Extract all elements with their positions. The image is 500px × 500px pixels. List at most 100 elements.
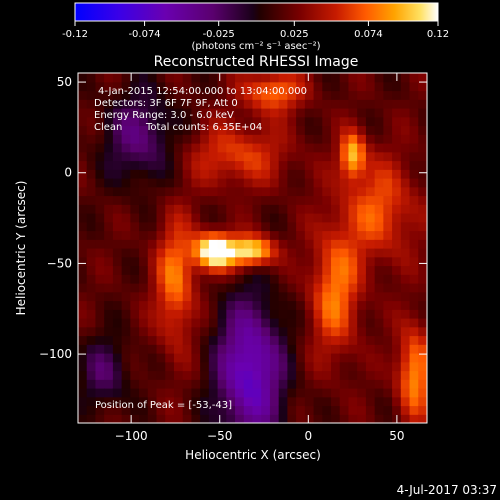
heatmap-cell <box>400 160 411 170</box>
heatmap-cell <box>235 248 245 258</box>
heatmap-cell <box>409 213 419 223</box>
heatmap-cell <box>313 169 323 179</box>
heatmap-cell <box>287 125 297 135</box>
heatmap-cell <box>243 99 254 109</box>
heatmap-cell <box>226 326 236 337</box>
heatmap-cell <box>365 213 376 223</box>
heatmap-cell <box>112 90 123 100</box>
heatmap-cell <box>139 300 149 310</box>
heatmap-cell <box>226 90 236 100</box>
heatmap-cell <box>226 388 236 398</box>
heatmap-cell <box>200 221 210 232</box>
heatmap-cell <box>173 239 184 249</box>
heatmap-cell <box>357 388 367 398</box>
heatmap-cell <box>156 195 166 205</box>
heatmap-cell <box>86 291 97 302</box>
heatmap-cell <box>287 379 297 389</box>
heatmap-cell <box>322 204 332 214</box>
heatmap-cell <box>121 160 131 170</box>
heatmap-cell <box>112 134 123 144</box>
heatmap-cell <box>243 291 254 302</box>
heatmap-cell <box>243 186 254 197</box>
heatmap-cell <box>374 265 384 275</box>
heatmap-cell <box>121 388 131 398</box>
heatmap-cell <box>165 370 175 380</box>
heatmap-cell <box>121 186 131 197</box>
heatmap-cell <box>331 265 341 275</box>
colorbar-tick-label: -0.074 <box>128 29 160 40</box>
heatmap-cell <box>130 344 140 354</box>
heatmap-cell <box>156 291 166 302</box>
heatmap-cell <box>269 178 280 188</box>
heatmap-cell <box>339 125 350 135</box>
heatmap-cell <box>165 151 175 162</box>
heatmap-cell <box>130 108 140 118</box>
heatmap-cell <box>296 414 306 423</box>
heatmap-cell <box>287 256 297 267</box>
heatmap-cell <box>400 213 411 223</box>
heatmap-cell <box>217 396 227 407</box>
heatmap-cell <box>261 379 271 389</box>
heatmap-cell <box>409 265 419 275</box>
heatmap-cell <box>409 379 419 389</box>
heatmap-cell <box>191 335 201 345</box>
heatmap-cell <box>261 318 271 328</box>
heatmap-cell <box>226 221 236 232</box>
peak-label: Position of Peak = [-53,-43] <box>95 400 232 411</box>
heatmap-cell <box>121 370 131 380</box>
heatmap-cell <box>322 213 332 223</box>
heatmap-cell <box>322 116 332 127</box>
heatmap-cell <box>191 204 201 214</box>
heatmap-cell <box>182 370 193 380</box>
heatmap-cell <box>392 108 402 118</box>
heatmap-cell <box>200 256 210 267</box>
heatmap-cell <box>304 116 315 127</box>
heatmap-cell <box>226 239 236 249</box>
heatmap-cell <box>409 230 419 240</box>
heatmap-cell <box>287 213 297 223</box>
heatmap-cell <box>165 300 175 310</box>
heatmap-cell <box>95 108 105 118</box>
heatmap-cell <box>191 326 201 337</box>
heatmap-cell <box>112 256 123 267</box>
heatmap-cell <box>191 388 201 398</box>
heatmap-cell <box>86 326 97 337</box>
heatmap-cell <box>121 99 131 109</box>
heatmap-cell <box>331 388 341 398</box>
heatmap-cell <box>296 81 306 92</box>
heatmap-cell <box>86 125 97 135</box>
heatmap-cell <box>348 186 358 197</box>
heatmap-cell <box>392 335 402 345</box>
heatmap-cell <box>147 213 158 223</box>
heatmap-cell <box>78 361 88 372</box>
heatmap-cell <box>235 73 245 83</box>
heatmap-cell <box>313 248 323 258</box>
heatmap-cell <box>235 388 245 398</box>
heatmap-cell <box>400 335 411 345</box>
heatmap-cell <box>365 379 376 389</box>
heatmap-cell <box>252 204 262 214</box>
heatmap-cell <box>304 169 315 179</box>
heatmap-cell <box>226 204 236 214</box>
heatmap-cell <box>104 326 114 337</box>
colorbar-unit-label: (photons cm⁻² s⁻¹ asec⁻²) <box>191 41 320 52</box>
heatmap-cell <box>313 143 323 153</box>
heatmap-cell <box>374 379 384 389</box>
heatmap-cell <box>156 309 166 319</box>
heatmap-cell <box>200 213 210 223</box>
heatmap-cell <box>235 125 245 135</box>
heatmap-cell <box>173 125 184 135</box>
heatmap-cell <box>208 204 219 214</box>
heatmap-cell <box>104 230 114 240</box>
heatmap-cell <box>348 414 358 423</box>
heatmap-cell <box>95 353 105 363</box>
heatmap-cell <box>261 204 271 214</box>
heatmap-cell <box>112 353 123 363</box>
heatmap-cell <box>226 405 236 415</box>
heatmap-cell <box>235 186 245 197</box>
heatmap-cell <box>165 230 175 240</box>
heatmap-cell <box>296 353 306 363</box>
heatmap-cell <box>95 116 105 127</box>
heatmap-cell <box>331 405 341 415</box>
heatmap-cell <box>269 151 280 162</box>
